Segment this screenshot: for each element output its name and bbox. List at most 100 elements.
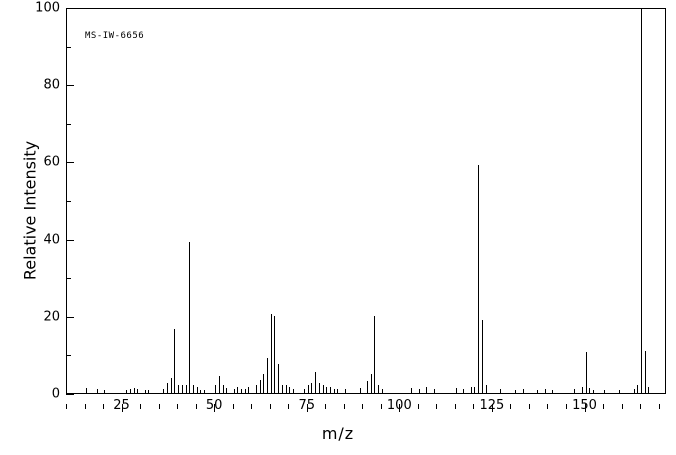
y-tick-major [66, 85, 74, 87]
spectrum-peak [574, 389, 576, 393]
spectrum-peak [178, 385, 180, 393]
x-tick-major [121, 404, 123, 412]
spectrum-peak [378, 385, 380, 393]
y-tick-major [66, 162, 74, 164]
x-tick-minor [547, 404, 549, 409]
spectrum-peak [148, 389, 150, 393]
spectrum-peak [537, 389, 539, 393]
x-tick-minor [343, 404, 345, 409]
x-tick-minor [454, 404, 456, 409]
x-tick-minor [640, 404, 642, 409]
spectrum-peak [196, 387, 198, 393]
spectrum-peak [333, 389, 335, 393]
x-tick-minor [510, 404, 512, 409]
spectrum-peak [411, 388, 413, 393]
spectrum-peak [592, 389, 594, 393]
x-tick-label: 150 [572, 398, 597, 413]
y-axis-ticks [66, 8, 76, 395]
x-tick-minor [325, 404, 327, 409]
spectrum-peak [426, 387, 428, 393]
y-tick-label: 100 [35, 0, 60, 16]
spectrum-peak [485, 385, 487, 393]
spectrum-peak [104, 389, 106, 393]
spectrum-peak [289, 387, 291, 393]
x-tick-major [214, 404, 216, 412]
spectrum-peak [167, 383, 168, 393]
x-tick-minor [603, 404, 605, 409]
x-tick-minor [195, 404, 197, 409]
x-tick-major [491, 404, 493, 412]
spectrum-peak [604, 389, 606, 393]
y-tick-minor [66, 123, 71, 125]
spectrum-peak [418, 389, 420, 393]
spectrum-peak [374, 315, 376, 393]
spectrum-peak [174, 329, 176, 393]
sample-label: MS-IW-6656 [85, 31, 145, 41]
spectrum-peak [641, 9, 643, 393]
spectrum-peak [96, 389, 98, 393]
spectrum-peak [274, 315, 276, 393]
spectrum-peak [85, 388, 87, 393]
spectrum-peak [292, 389, 294, 393]
spectrum-peak [248, 387, 250, 393]
y-tick-minor [66, 355, 71, 357]
spectrum-peak [648, 387, 650, 393]
spectrum-peak [370, 373, 372, 393]
spectrum-peak [270, 313, 272, 393]
spectrum-peak [329, 387, 331, 393]
spectrum-peak [455, 388, 457, 393]
x-tick-minor [66, 404, 67, 409]
spectrum-peak [189, 242, 191, 393]
x-tick-minor [658, 404, 660, 409]
y-tick-label: 40 [43, 232, 60, 248]
spectrum-peak [311, 383, 313, 393]
x-tick-minor [251, 404, 253, 409]
x-tick-minor [177, 404, 179, 409]
x-tick-minor [158, 404, 160, 409]
y-tick-major [66, 8, 74, 9]
plot-frame: MS-IW-6656 [66, 8, 666, 394]
spectrum-peak [500, 389, 502, 393]
spectrum-peak [344, 389, 346, 393]
x-tick-label: 125 [479, 398, 505, 413]
x-tick-label: 75 [298, 398, 316, 413]
spectrum-peak [144, 389, 146, 393]
x-tick-minor [621, 404, 623, 409]
spectrum-peak [367, 381, 368, 393]
spectrum-peak [589, 388, 591, 393]
spectrum-peak [515, 389, 517, 393]
x-axis-title: m/z [321, 424, 355, 443]
spectrum-peak [522, 389, 524, 393]
y-tick-minor [66, 278, 71, 280]
spectrum-peak [315, 371, 317, 393]
spectrum-peak [463, 389, 465, 393]
x-tick-label: 50 [205, 398, 223, 413]
spectrum-peak [585, 352, 587, 393]
x-tick-major [399, 404, 401, 412]
spectrum-peak [170, 377, 172, 393]
spectrum-peak [259, 379, 261, 393]
spectrum-peak [307, 385, 309, 393]
x-tick-minor [473, 404, 475, 409]
spectrum-peak [637, 385, 639, 393]
x-tick-label: 100 [386, 398, 412, 413]
spectrum-peak [433, 389, 435, 393]
x-tick-minor [566, 404, 567, 409]
y-tick-label: 80 [43, 77, 60, 93]
x-tick-minor [417, 404, 419, 409]
spectrum-peak [215, 385, 217, 393]
spectrum-peak [185, 385, 187, 393]
spectrum-peak [244, 389, 246, 393]
spectrum-peak [129, 389, 131, 393]
y-tick-major [66, 316, 74, 318]
x-tick-minor [84, 404, 86, 409]
spectrum-peak [181, 385, 183, 393]
x-tick-minor [288, 404, 290, 409]
x-tick-minor [140, 404, 142, 409]
y-tick-label: 20 [43, 309, 60, 325]
spectrum-peak [263, 373, 265, 393]
spectrum-peak [381, 389, 383, 393]
x-tick-minor [232, 404, 234, 409]
spectrum-peak [267, 358, 268, 393]
